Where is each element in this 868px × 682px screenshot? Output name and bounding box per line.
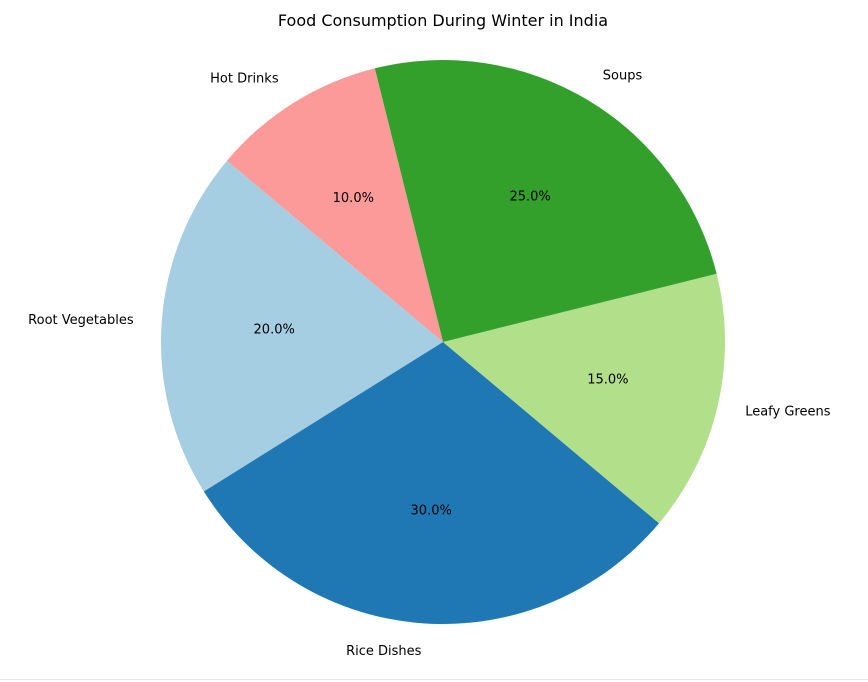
pie-slice-root-vegetables — [160, 160, 444, 492]
pie-labels: Root Vegetables 20.0% Rice Dishes 30.0% Leaf… — [28, 69, 831, 659]
slice-label: Root Vegetables — [28, 313, 134, 328]
chart-title: Food Consumption During Winter in India — [278, 11, 608, 30]
pie-slice-soups — [374, 60, 717, 342]
slice-percent-label: 20.0% — [254, 323, 295, 338]
bottom-divider — [0, 679, 868, 680]
slice-percent-label: 30.0% — [411, 503, 452, 518]
pie-slices — [160, 60, 725, 625]
pie-slice-hot-drinks — [226, 68, 443, 342]
slice-percent-label: 15.0% — [587, 373, 628, 388]
slice-label: Leafy Greens — [745, 404, 831, 419]
pie-slice-leafy-greens — [443, 273, 725, 524]
slice-percent-label: 10.0% — [333, 191, 374, 206]
pie-slice-rice-dishes — [203, 342, 660, 625]
slice-percent-label: 25.0% — [509, 190, 550, 205]
slice-label: Soups — [603, 69, 643, 84]
slice-label: Rice Dishes — [346, 644, 422, 659]
slice-label: Hot Drinks — [210, 71, 279, 86]
